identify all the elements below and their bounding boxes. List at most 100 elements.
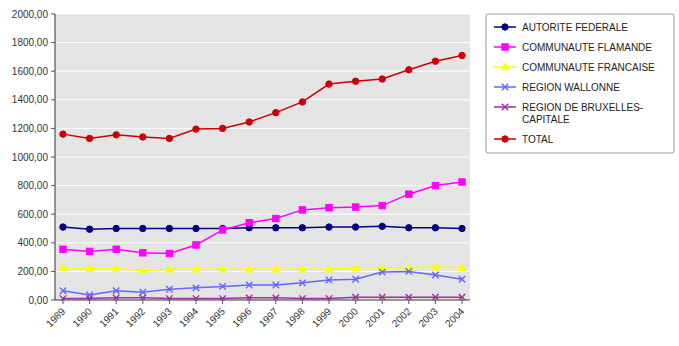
- tick-mark: [275, 300, 276, 304]
- plot-background: [55, 14, 470, 300]
- marker: [113, 295, 119, 300]
- marker: [326, 81, 332, 87]
- marker: [246, 295, 252, 300]
- marker: [352, 276, 358, 282]
- tick-label: 1989: [44, 305, 68, 329]
- tick-mark: [89, 300, 90, 304]
- marker: [246, 265, 253, 272]
- marker: [166, 250, 172, 256]
- marker: [166, 286, 172, 292]
- tick-label: 1400,00: [12, 94, 49, 105]
- marker: [459, 276, 465, 282]
- marker: [325, 265, 332, 272]
- legend-label: AUTORITE FEDERALE: [522, 22, 628, 33]
- tick-label: 1992: [124, 305, 148, 329]
- tick-label: 800,00: [17, 180, 48, 191]
- marker: [140, 295, 146, 300]
- tick-mark: [62, 300, 63, 304]
- tick-mark: [222, 300, 223, 304]
- legend-label-line: AUTORITE FEDERALE: [522, 22, 628, 33]
- marker: [432, 263, 439, 270]
- marker: [59, 264, 66, 271]
- marker: [193, 242, 199, 248]
- marker: [113, 288, 119, 294]
- marker: [406, 268, 412, 274]
- grid-line: [55, 242, 470, 243]
- x-axis: 1989199019911992199319941995199619971998…: [44, 300, 467, 329]
- marker: [502, 44, 508, 50]
- marker: [193, 295, 199, 300]
- marker: [86, 248, 92, 254]
- series-line: [63, 226, 462, 229]
- y-axis: 0,00200,00400,00600,00800,001000,001200,…: [12, 9, 470, 306]
- marker: [219, 227, 225, 233]
- marker: [352, 78, 358, 84]
- series-line: [63, 267, 462, 271]
- tick-label: 2003: [416, 305, 440, 329]
- marker: [246, 282, 252, 288]
- marker: [502, 136, 508, 142]
- marker: [166, 135, 172, 141]
- grid-line: [55, 214, 470, 215]
- legend-label: COMMUNAUTE FLAMANDE: [522, 42, 652, 53]
- marker: [299, 225, 305, 231]
- marker: [406, 294, 412, 300]
- legend-label: TOTAL: [522, 134, 554, 145]
- tick-mark: [51, 214, 55, 215]
- marker: [273, 295, 279, 300]
- marker: [219, 295, 225, 300]
- marker: [406, 67, 412, 73]
- marker: [219, 283, 225, 289]
- marker: [86, 265, 93, 272]
- marker: [459, 179, 465, 185]
- tick-mark: [51, 128, 55, 129]
- marker: [113, 225, 119, 231]
- marker: [501, 63, 508, 70]
- tick-label: 1999: [310, 305, 334, 329]
- legend: AUTORITE FEDERALECOMMUNAUTE FLAMANDECOMM…: [486, 14, 674, 153]
- marker: [379, 223, 385, 229]
- tick-label: 400,00: [17, 237, 48, 248]
- marker: [299, 280, 305, 286]
- marker: [502, 104, 508, 110]
- tick-label: 2002: [390, 305, 414, 329]
- marker: [459, 52, 465, 58]
- legend-label: REGION DE BRUXELLES-CAPITALE: [522, 102, 643, 125]
- tick-mark: [51, 99, 55, 100]
- tick-label: 600,00: [17, 209, 48, 220]
- marker: [86, 226, 92, 232]
- marker: [432, 58, 438, 64]
- marker: [502, 84, 508, 90]
- tick-mark: [329, 300, 330, 304]
- tick-label: 1800,00: [12, 37, 49, 48]
- tick-mark: [51, 71, 55, 72]
- marker: [139, 267, 146, 274]
- tick-mark: [51, 185, 55, 186]
- marker: [432, 294, 438, 300]
- marker: [246, 220, 252, 226]
- marker: [326, 205, 332, 211]
- legend-frame: [486, 14, 674, 153]
- grid-line: [55, 42, 470, 43]
- marker: [113, 132, 119, 138]
- marker: [193, 225, 199, 231]
- tick-mark: [302, 300, 303, 304]
- tick-mark: [169, 300, 170, 304]
- grid-line: [55, 185, 470, 186]
- tick-mark: [195, 300, 196, 304]
- marker: [459, 294, 465, 300]
- chart: 0,00200,00400,00600,00800,001000,001200,…: [0, 0, 679, 346]
- marker: [60, 288, 66, 294]
- tick-mark: [408, 300, 409, 304]
- tick-label: 1997: [257, 305, 281, 329]
- marker: [326, 224, 332, 230]
- tick-mark: [51, 42, 55, 43]
- tick-label: 1995: [203, 305, 227, 329]
- marker: [432, 225, 438, 231]
- marker: [60, 131, 66, 137]
- marker: [193, 285, 199, 291]
- series-line: [63, 55, 462, 138]
- marker: [273, 215, 279, 221]
- marker: [86, 295, 92, 300]
- marker: [326, 295, 332, 300]
